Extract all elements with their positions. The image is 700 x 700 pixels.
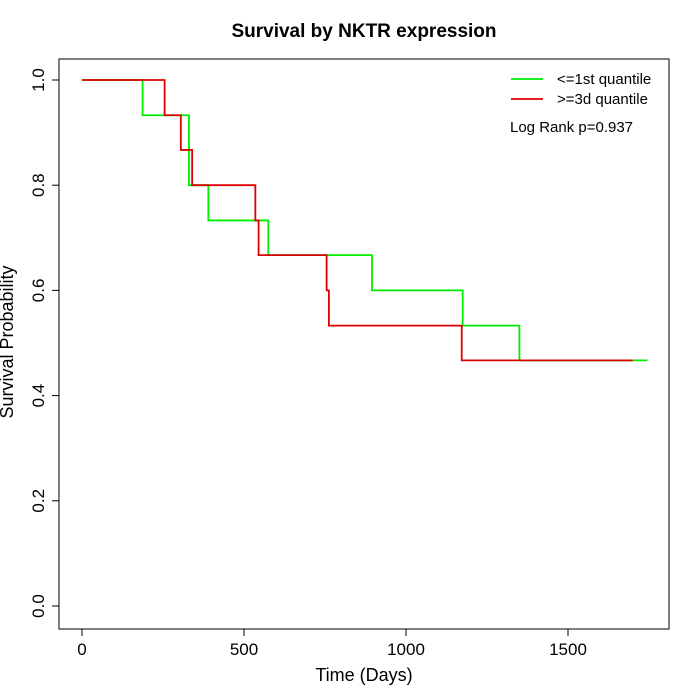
- legend-label: >=3d quantile: [557, 91, 648, 108]
- y-tick-label: 0.2: [29, 489, 48, 513]
- log-rank-annotation: Log Rank p=0.937: [510, 119, 633, 136]
- legend-label: <=1st quantile: [557, 71, 651, 88]
- x-tick-label: 0: [77, 640, 86, 659]
- y-axis-label: Survival Probability: [0, 265, 17, 418]
- y-tick-label: 0.8: [29, 173, 48, 197]
- x-tick-label: 1000: [387, 640, 425, 659]
- y-tick-label: 1.0: [29, 68, 48, 92]
- series-line-1: [82, 79, 633, 362]
- legend: <=1st quantile >=3d quantile: [511, 71, 651, 108]
- y-tick-label: 0.6: [29, 279, 48, 303]
- y-axis: 0.0 0.2 0.4 0.6 0.8 1.0: [29, 68, 60, 618]
- x-axis-label: Time (Days): [315, 665, 412, 685]
- x-tick-label: 500: [230, 640, 258, 659]
- y-tick-label: 0.4: [29, 384, 48, 408]
- plot-frame: [58, 58, 670, 630]
- series-layer: [82, 79, 648, 362]
- x-tick-label: 1500: [549, 640, 587, 659]
- x-axis: 0 500 1000 1500: [77, 628, 587, 659]
- y-tick-label: 0.0: [29, 594, 48, 618]
- chart-title: Survival by NKTR expression: [231, 21, 496, 42]
